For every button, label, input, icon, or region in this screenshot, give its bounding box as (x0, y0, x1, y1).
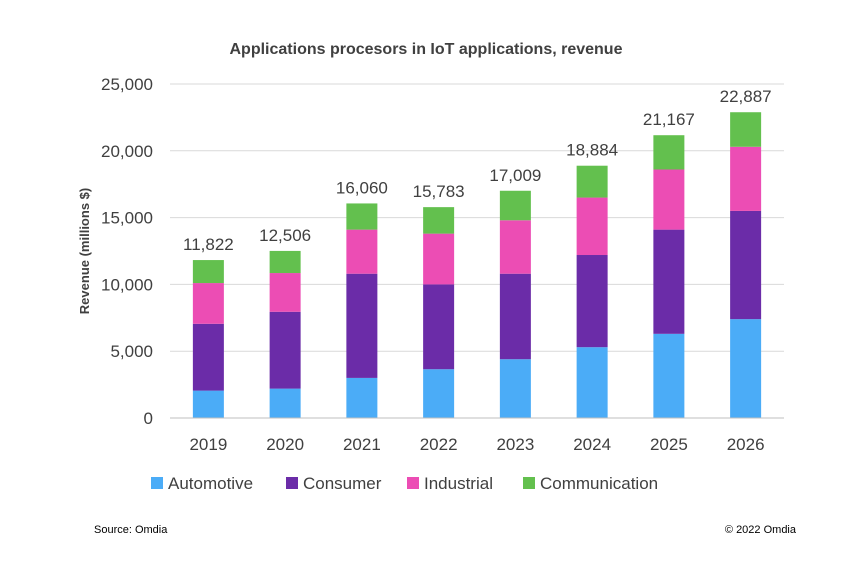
y-tick-label: 10,000 (101, 275, 153, 294)
bar-communication-2019 (192, 260, 224, 284)
y-tick-label: 20,000 (101, 142, 153, 161)
bar-communication-2025 (653, 135, 685, 170)
bar-industrial-2022 (423, 233, 455, 285)
bar-consumer-2020 (269, 311, 301, 389)
bar-communication-2021 (346, 203, 378, 230)
bar-automotive-2020 (269, 388, 301, 418)
x-tick-label: 2019 (189, 435, 227, 454)
x-tick-label: 2023 (496, 435, 534, 454)
bar-industrial-2020 (269, 273, 301, 312)
total-label-2024: 18,884 (566, 141, 618, 160)
bar-automotive-2023 (499, 359, 531, 418)
bar-consumer-2022 (423, 284, 455, 370)
data-labels: 11,822 12,506 16,060 15,783 17,009 18,884 21,1… (183, 87, 772, 254)
bar-communication-2026 (730, 112, 762, 147)
legend: Automotive Consumer Industrial Communicatio… (151, 474, 658, 493)
bar-automotive-2021 (346, 377, 378, 418)
bar-consumer-2026 (730, 210, 762, 320)
bar-communication-2022 (423, 207, 455, 234)
legend-label-industrial: Industrial (424, 474, 493, 493)
bar-consumer-2021 (346, 273, 378, 378)
total-label-2019: 11,822 (183, 235, 234, 254)
y-tick-label: 15,000 (101, 209, 153, 228)
total-label-2020: 12,506 (259, 226, 311, 245)
bar-consumer-2023 (499, 273, 531, 360)
legend-label-automotive: Automotive (168, 474, 253, 493)
bar-consumer-2025 (653, 229, 685, 334)
bar-automotive-2025 (653, 333, 685, 418)
x-tick-label: 2025 (650, 435, 688, 454)
bar-industrial-2019 (192, 283, 224, 324)
bar-industrial-2021 (346, 229, 378, 274)
x-tick-label: 2020 (266, 435, 304, 454)
total-label-2022: 15,783 (413, 182, 465, 201)
x-tick-label: 2022 (420, 435, 458, 454)
legend-swatch-communication (523, 477, 535, 489)
total-label-2021: 16,060 (336, 178, 388, 197)
bars (192, 112, 762, 418)
total-label-2023: 17,009 (489, 166, 541, 185)
y-tick-label: 0 (144, 409, 153, 428)
total-label-2025: 21,167 (643, 110, 695, 129)
bar-communication-2020 (269, 250, 301, 274)
bar-industrial-2023 (499, 220, 531, 274)
legend-label-consumer: Consumer (303, 474, 382, 493)
axes: 0 5,000 10,000 15,000 20,000 25,000 2019 2020 20… (101, 75, 784, 454)
bar-industrial-2025 (653, 169, 685, 230)
bar-industrial-2024 (576, 197, 608, 256)
legend-swatch-consumer (286, 477, 298, 489)
bar-automotive-2024 (576, 347, 608, 418)
bar-automotive-2019 (192, 390, 224, 418)
bar-industrial-2026 (730, 146, 762, 211)
bar-communication-2024 (576, 165, 608, 198)
total-label-2026: 22,887 (720, 87, 772, 106)
copyright-note: © 2022 Omdia (725, 524, 797, 536)
chart-title: Applications procesors in IoT applicatio… (230, 41, 623, 58)
x-tick-label: 2026 (727, 435, 765, 454)
legend-swatch-industrial (407, 477, 419, 489)
source-note: Source: Omdia (94, 524, 168, 536)
bar-communication-2023 (499, 190, 531, 221)
y-axis-label: Revenue (millions $) (77, 188, 92, 314)
legend-swatch-automotive (151, 477, 163, 489)
bar-automotive-2022 (423, 369, 455, 418)
y-tick-label: 5,000 (110, 342, 153, 361)
legend-label-communication: Communication (540, 474, 658, 493)
y-tick-label: 25,000 (101, 75, 153, 94)
bar-consumer-2024 (576, 255, 608, 348)
bar-automotive-2026 (730, 319, 762, 418)
x-tick-label: 2024 (573, 435, 611, 454)
bar-consumer-2019 (192, 323, 224, 391)
x-tick-label: 2021 (343, 435, 381, 454)
